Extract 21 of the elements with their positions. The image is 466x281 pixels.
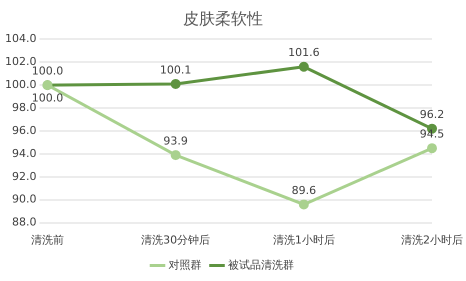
x-tick-label: 清洗30分钟后 bbox=[141, 233, 210, 246]
data-label: 100.0 bbox=[32, 64, 64, 78]
y-tick-label: 92.0 bbox=[12, 170, 36, 183]
chart-title: 皮肤柔软性 bbox=[183, 8, 263, 28]
y-tick-label: 88.0 bbox=[12, 216, 36, 229]
data-label: 101.6 bbox=[288, 46, 320, 60]
x-tick-label: 清洗1小时后 bbox=[272, 233, 335, 246]
data-label: 93.9 bbox=[163, 134, 188, 148]
data-label: 96.2 bbox=[420, 108, 444, 122]
y-tick-label: 94.0 bbox=[12, 146, 36, 160]
x-tick-label: 清洗前 bbox=[30, 233, 64, 246]
y-tick-label: 104.0 bbox=[4, 32, 36, 46]
data-label: 100.1 bbox=[160, 63, 192, 76]
y-tick-label: 96.0 bbox=[12, 124, 36, 137]
y-tick-label: 100.0 bbox=[4, 78, 36, 91]
data-label: 89.6 bbox=[292, 184, 316, 197]
legend-label: 对照群 bbox=[168, 258, 202, 272]
x-tick-label: 清洗2小时后 bbox=[401, 233, 463, 246]
legend-label: 被试品清洗群 bbox=[228, 258, 294, 272]
y-tick-label: 90.0 bbox=[12, 192, 36, 206]
data-label: 94.5 bbox=[420, 128, 444, 141]
